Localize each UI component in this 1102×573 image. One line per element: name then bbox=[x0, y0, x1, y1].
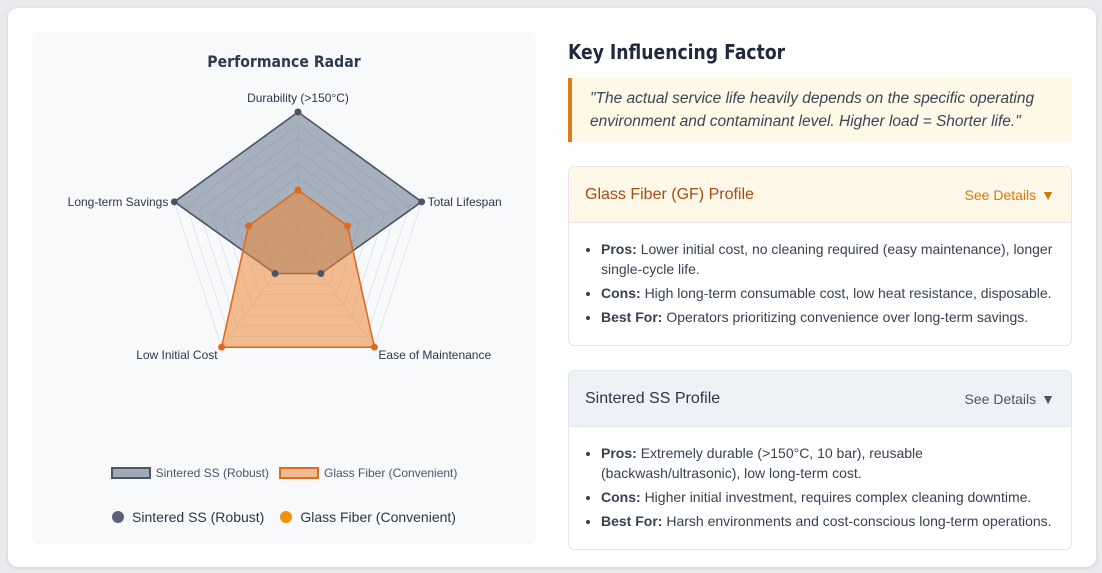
gf-profile-title: Glass Fiber (GF) Profile bbox=[585, 185, 754, 203]
legend-item-gf[interactable]: Glass Fiber (Convenient) bbox=[279, 466, 457, 480]
gf-profile-header[interactable]: Glass Fiber (GF) Profile See Details ▼ bbox=[569, 167, 1071, 223]
radar-point-gf bbox=[370, 343, 378, 351]
series-legend-ss[interactable]: Sintered SS (Robust) bbox=[112, 509, 264, 525]
pros-text: Extremely durable (>150°C, 10 bar), reus… bbox=[601, 445, 923, 481]
radar-axis-label: Ease of Maintenance bbox=[378, 348, 491, 362]
series-label-gf: Glass Fiber (Convenient) bbox=[300, 509, 456, 525]
info-column: Key Influencing Factor "The actual servi… bbox=[568, 32, 1072, 550]
series-dot-ss bbox=[112, 511, 125, 523]
radar-axis-label: Long-term Savings bbox=[68, 195, 169, 209]
radar-point-ss bbox=[294, 108, 302, 116]
legend-swatch-ss bbox=[110, 467, 151, 479]
ss-profile-card: Sintered SS Profile See Details ▼ Pros: … bbox=[568, 370, 1072, 550]
radar-axis-label: Durability (>150°C) bbox=[247, 91, 349, 105]
radar-point-gf bbox=[245, 222, 253, 230]
gf-cons: Cons: High long-term consumable cost, lo… bbox=[601, 283, 1055, 303]
ss-pros: Pros: Extremely durable (>150°C, 10 bar)… bbox=[601, 443, 1055, 483]
cons-text: High long-term consumable cost, low heat… bbox=[644, 285, 1052, 301]
ss-profile-list: Pros: Extremely durable (>150°C, 10 bar)… bbox=[569, 427, 1071, 549]
gf-profile-list: Pros: Lower initial cost, no cleaning re… bbox=[569, 223, 1071, 345]
ss-profile-header[interactable]: Sintered SS Profile See Details ▼ bbox=[569, 371, 1071, 427]
radar-axis-label: Low Initial Cost bbox=[136, 348, 218, 362]
cons-text: Higher initial investment, requires comp… bbox=[644, 489, 1032, 505]
best-for-text: Operators prioritizing convenience over … bbox=[666, 309, 1029, 325]
series-legend-gf[interactable]: Glass Fiber (Convenient) bbox=[280, 509, 456, 525]
gf-profile-card: Glass Fiber (GF) Profile See Details ▼ P… bbox=[568, 166, 1072, 346]
ss-profile-title: Sintered SS Profile bbox=[585, 389, 721, 407]
legend-swatch-gf bbox=[279, 467, 319, 479]
radar-point-ss bbox=[271, 270, 279, 278]
legend-label-ss: Sintered SS (Robust) bbox=[155, 466, 269, 480]
ss-cons: Cons: Higher initial investment, require… bbox=[601, 487, 1055, 507]
radar-point-ss bbox=[418, 198, 426, 206]
legend-label-gf: Glass Fiber (Convenient) bbox=[324, 466, 458, 480]
radar-chart: Durability (>150°C) Total Lifespan Ease of… bbox=[68, 91, 502, 362]
radar-series-area-gf bbox=[220, 189, 376, 348]
gf-pros: Pros: Lower initial cost, no cleaning re… bbox=[601, 239, 1055, 279]
pros-label: Pros: bbox=[601, 445, 637, 461]
gf-best-for: Best For: Operators prioritizing conveni… bbox=[601, 307, 1055, 327]
pros-text: Lower initial cost, no cleaning required… bbox=[601, 241, 1053, 277]
radar-point-gf bbox=[343, 222, 351, 230]
radar-point-ss bbox=[317, 270, 325, 278]
pros-label: Pros: bbox=[601, 241, 637, 257]
section-title: Key Influencing Factor bbox=[568, 40, 786, 64]
caret-down-icon: ▼ bbox=[1041, 390, 1055, 407]
chart-title: Performance Radar bbox=[207, 52, 361, 71]
ss-see-details-label: See Details bbox=[964, 390, 1037, 407]
cons-label: Cons: bbox=[601, 285, 641, 301]
best-for-label: Best For: bbox=[601, 309, 663, 325]
main-card: Performance Radar Durability (>150°C) Tot… bbox=[8, 8, 1096, 567]
series-label-ss: Sintered SS (Robust) bbox=[132, 509, 265, 525]
caret-down-icon: ▼ bbox=[1041, 186, 1055, 203]
best-for-label: Best For: bbox=[601, 513, 663, 529]
radar-point-gf bbox=[294, 186, 302, 194]
radar-point-ss bbox=[170, 198, 178, 206]
best-for-text: Harsh environments and cost-conscious lo… bbox=[666, 513, 1052, 529]
radar-axis-label: Total Lifespan bbox=[428, 195, 502, 209]
gf-see-details-toggle[interactable]: See Details ▼ bbox=[965, 187, 1055, 203]
ss-see-details-toggle[interactable]: See Details ▼ bbox=[965, 391, 1055, 407]
legend-item-ss[interactable]: Sintered SS (Robust) bbox=[110, 466, 269, 480]
radar-point-gf bbox=[218, 343, 226, 351]
chart-legend: Sintered SS (Robust) Glass Fiber (Conven… bbox=[32, 466, 536, 480]
series-dot-gf bbox=[280, 511, 293, 523]
ss-best-for: Best For: Harsh environments and cost-co… bbox=[601, 511, 1055, 531]
key-factor-quote: "The actual service life heavily depends… bbox=[568, 78, 1072, 142]
cons-label: Cons: bbox=[601, 489, 641, 505]
series-legend: Sintered SS (Robust) Glass Fiber (Conven… bbox=[32, 509, 536, 525]
gf-see-details-label: See Details bbox=[964, 186, 1037, 203]
chart-panel: Performance Radar Durability (>150°C) Tot… bbox=[32, 32, 536, 544]
